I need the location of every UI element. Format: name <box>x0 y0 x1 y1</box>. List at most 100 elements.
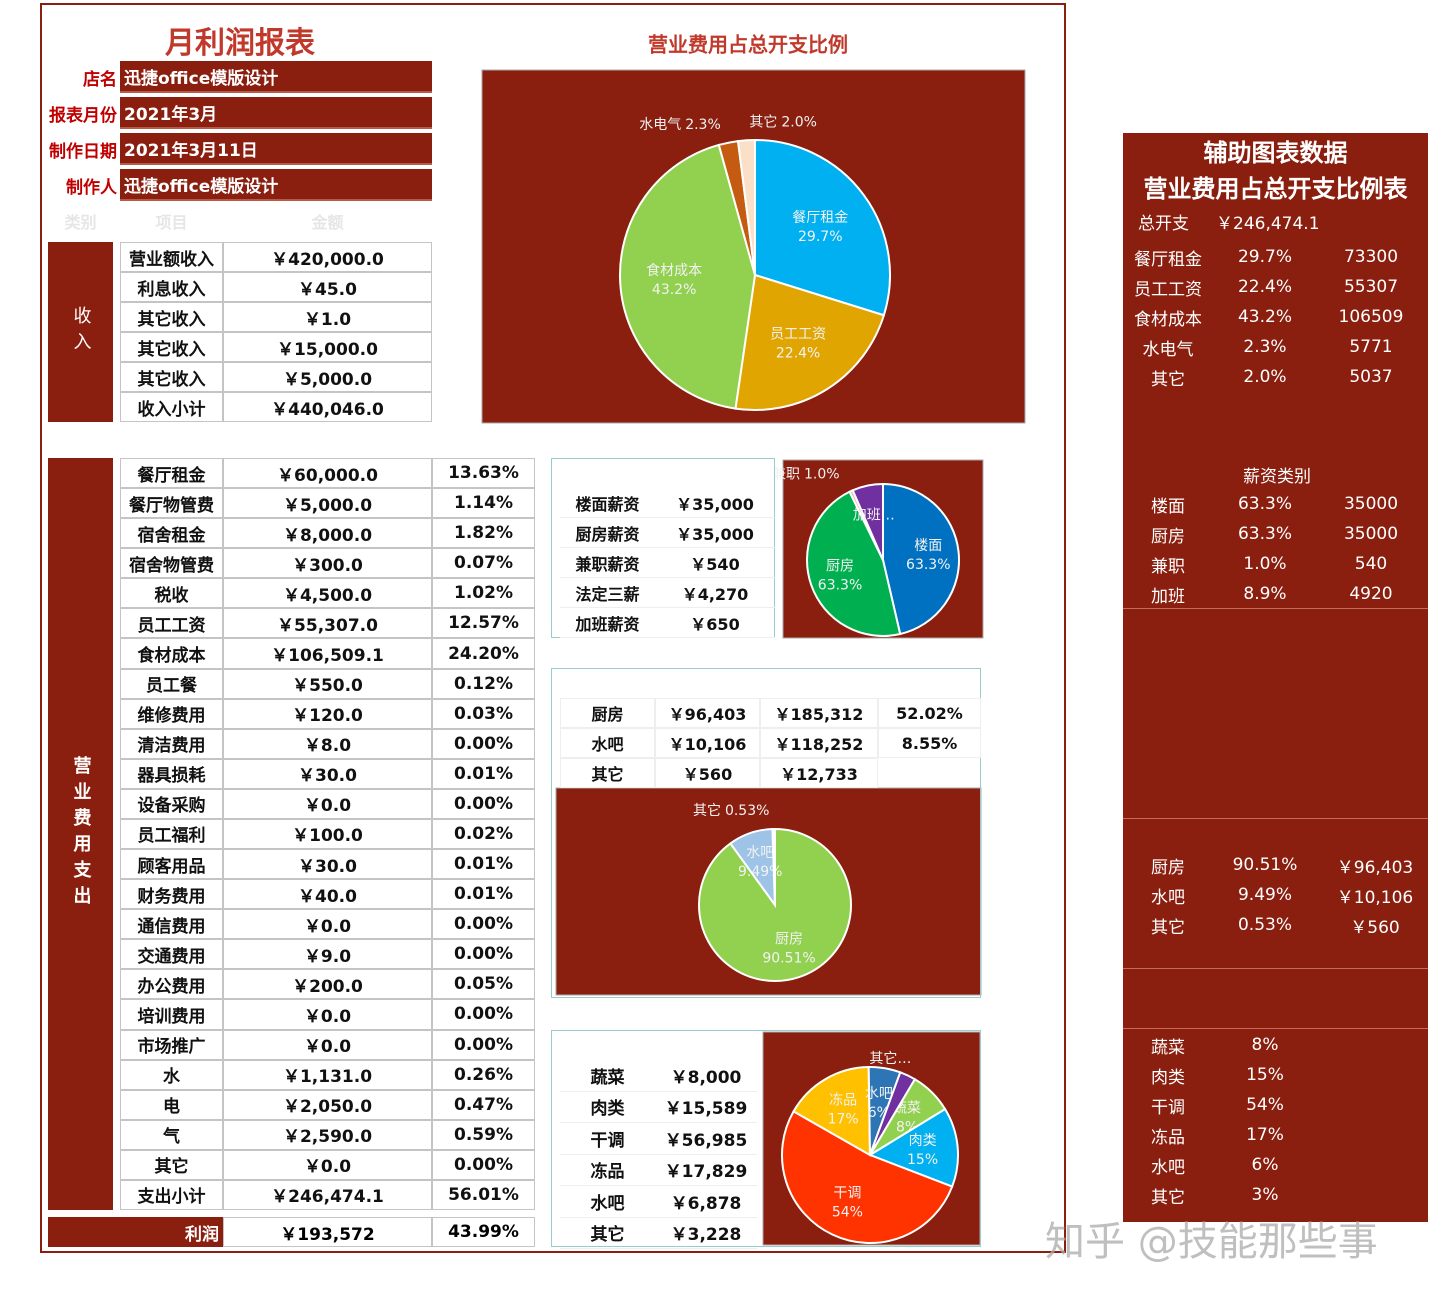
table-cell: ￥1.0 <box>223 302 432 332</box>
slice-value: 9.49% <box>738 864 782 880</box>
pie-slice <box>619 143 757 410</box>
slice-category: 楼面 <box>914 538 942 554</box>
table-cell: ￥55,307.0 <box>223 608 432 639</box>
panel-cell: 35000 <box>1343 524 1399 544</box>
slice-label: 其它 2.0% <box>749 113 817 130</box>
table-cell: 器具损耗 <box>120 758 223 789</box>
field-value: 2021年3月11日 <box>120 133 432 165</box>
table-cell: 顾客用品 <box>120 849 223 880</box>
table-cell: 1.82% <box>432 518 535 549</box>
table-cell: 0.03% <box>432 698 535 729</box>
table-cell: ￥3,228 <box>655 1218 757 1249</box>
slice-category: 兼职 <box>772 467 800 483</box>
table-cell: 餐厅租金 <box>120 458 223 489</box>
report-title: 月利润报表 <box>165 26 315 61</box>
table-cell: ￥17,829 <box>655 1155 757 1186</box>
table-cell: 0.47% <box>432 1089 535 1120</box>
slice-value: 63.3% <box>906 557 950 573</box>
table-cell: 食材成本 <box>120 638 223 669</box>
table-cell: 收入小计 <box>120 392 223 422</box>
slice-value: 29.7% <box>798 229 842 245</box>
panel-cell: 22.4% <box>1237 277 1292 297</box>
panel-cell: 3% <box>1251 1185 1279 1205</box>
field-value: 迅捷office模版设计 <box>120 169 432 201</box>
field-label: 报表月份 <box>49 105 117 126</box>
table-cell: 干调 <box>560 1123 655 1155</box>
table-cell: 员工餐 <box>120 668 223 699</box>
table-cell: 0.01% <box>432 849 535 880</box>
table-cell: 设备采购 <box>120 788 223 819</box>
slice-value: 15% <box>907 1152 938 1168</box>
table-cell: 12.57% <box>432 608 535 639</box>
panel-title: 辅助图表数据 <box>1203 138 1348 167</box>
table-cell: ￥40.0 <box>223 879 432 910</box>
pie-slice <box>754 138 891 317</box>
slice-value: 54% <box>832 1205 863 1221</box>
panel-cell: 其它 <box>1151 369 1185 390</box>
table-cell: 清洁费用 <box>120 728 223 759</box>
field-label: 制作日期 <box>49 141 117 162</box>
panel-cell: 540 <box>1354 554 1388 574</box>
slice-category: 餐厅租金 <box>792 210 848 226</box>
section-label: 营业费用支出 <box>48 458 113 1210</box>
table-cell: ￥560 <box>655 758 760 788</box>
table-cell: 厨房薪资 <box>560 518 655 548</box>
table-cell: 0.01% <box>432 879 535 910</box>
table-cell: 财务费用 <box>120 879 223 910</box>
section-label: 收入 <box>48 242 113 422</box>
pie-slice <box>792 1065 872 1157</box>
table-cell: 兼职薪资 <box>560 548 655 578</box>
panel-total-label: 总开支 <box>1138 213 1189 234</box>
table-cell: ￥106,509.1 <box>223 638 432 669</box>
table-cell: 培训费用 <box>120 999 223 1030</box>
panel-cell: 厨房 <box>1151 526 1185 547</box>
sheet-frame <box>40 3 1066 1253</box>
pie-slice <box>806 490 902 637</box>
panel-cell: 15% <box>1246 1065 1284 1085</box>
slice-value: 2.0% <box>781 114 817 130</box>
table-cell: ￥6,878 <box>655 1186 757 1218</box>
slice-value: 90.51% <box>762 950 815 966</box>
table-cell: ￥185,312 <box>760 698 878 728</box>
table-cell: ￥550.0 <box>223 668 432 699</box>
panel-cell: 2.0% <box>1243 367 1287 387</box>
slice-category: 冻品 <box>829 1092 857 1109</box>
table-cell: 楼面薪资 <box>560 488 655 518</box>
table-cell: 其它 <box>560 758 655 788</box>
slice-value: 0.53% <box>725 803 769 819</box>
table-cell: ￥56,985 <box>655 1123 757 1155</box>
pie-slice <box>734 273 886 411</box>
table-cell: ￥0.0 <box>223 999 432 1030</box>
column-header: 项目 <box>155 213 188 232</box>
slice-value: 22.4% <box>776 346 820 362</box>
table-cell: 法定三薪 <box>560 578 655 608</box>
table-cell: 8.55% <box>878 728 981 758</box>
panel-cell: 兼职 <box>1151 556 1185 577</box>
panel-cell: 水吧 <box>1151 1157 1185 1178</box>
table-cell: 支出小计 <box>120 1179 223 1210</box>
panel-cell: 5037 <box>1349 367 1393 387</box>
slice-category: 厨房 <box>775 931 803 947</box>
panel-cell: 8% <box>1251 1035 1279 1055</box>
slice-value: 43.2% <box>652 282 696 298</box>
table-cell: 餐厅物管费 <box>120 488 223 519</box>
table-cell: ￥0.0 <box>223 1029 432 1060</box>
table-cell: ￥30.0 <box>223 758 432 789</box>
pie-slice <box>736 138 756 276</box>
table-cell: 0.12% <box>432 668 535 699</box>
table-cell: 0.00% <box>432 909 535 940</box>
table-cell: ￥120.0 <box>223 698 432 729</box>
panel-cell: 17% <box>1246 1125 1284 1145</box>
panel-divider <box>1123 1028 1428 1029</box>
slice-category: 厨房 <box>826 558 854 574</box>
table-cell: ￥100.0 <box>223 818 432 850</box>
profit-ratio: 43.99% <box>432 1217 535 1247</box>
table-cell: 市场推广 <box>120 1029 223 1060</box>
table-cell: 52.02% <box>878 698 981 728</box>
field-value: 2021年3月 <box>120 97 432 129</box>
panel-cell: 73300 <box>1343 247 1399 267</box>
table-cell: 其它收入 <box>120 302 223 332</box>
